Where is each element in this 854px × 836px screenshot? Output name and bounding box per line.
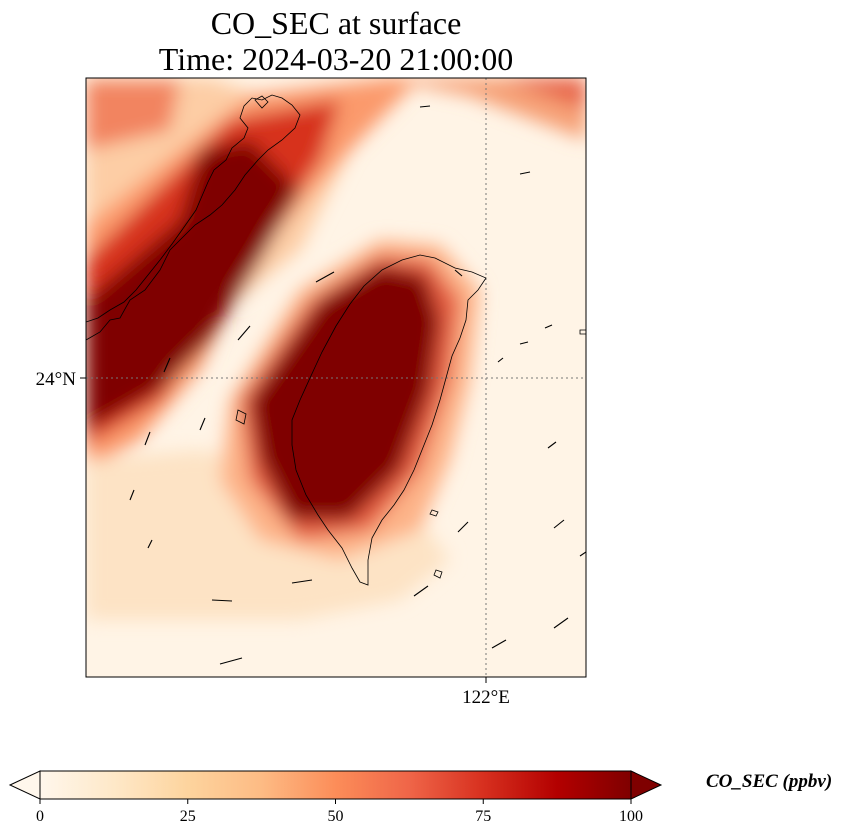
island-matsu <box>254 95 269 109</box>
colorbar-extend-min <box>8 770 41 800</box>
colorbar-tick-label: 100 <box>619 808 643 825</box>
colorbar-bar <box>39 770 632 800</box>
china-coastline <box>86 94 301 341</box>
colorbar-ticks: 0 25 50 75 100 <box>36 799 643 825</box>
map-gridlines <box>86 78 586 677</box>
colorbar-tick-label: 0 <box>36 808 44 825</box>
taiwan-coastline <box>291 254 487 586</box>
wind-vectors <box>129 105 586 665</box>
colorbar-tick-label: 25 <box>180 808 196 825</box>
coastline <box>86 94 586 586</box>
colorbar-label: CO_SEC (ppbv) <box>706 771 832 792</box>
island-penghu <box>235 409 247 425</box>
colorbar-extend-max <box>630 770 663 800</box>
colorbar: 0 25 50 75 100 CO_SEC (ppbv) <box>8 770 832 825</box>
colorbar-tick-label: 75 <box>475 808 491 825</box>
map-subtitle-time: Time: 2024-03-20 21:00:00 <box>158 41 514 77</box>
lat-tick-label: 24°N <box>36 369 77 390</box>
island-small-1 <box>429 509 439 517</box>
island-small-3 <box>579 329 586 335</box>
island-small-2 <box>433 569 443 579</box>
colorbar-tick-label: 50 <box>328 808 344 825</box>
lon-tick-label: 122°E <box>462 687 510 708</box>
map-title: CO_SEC at surface <box>210 5 462 41</box>
